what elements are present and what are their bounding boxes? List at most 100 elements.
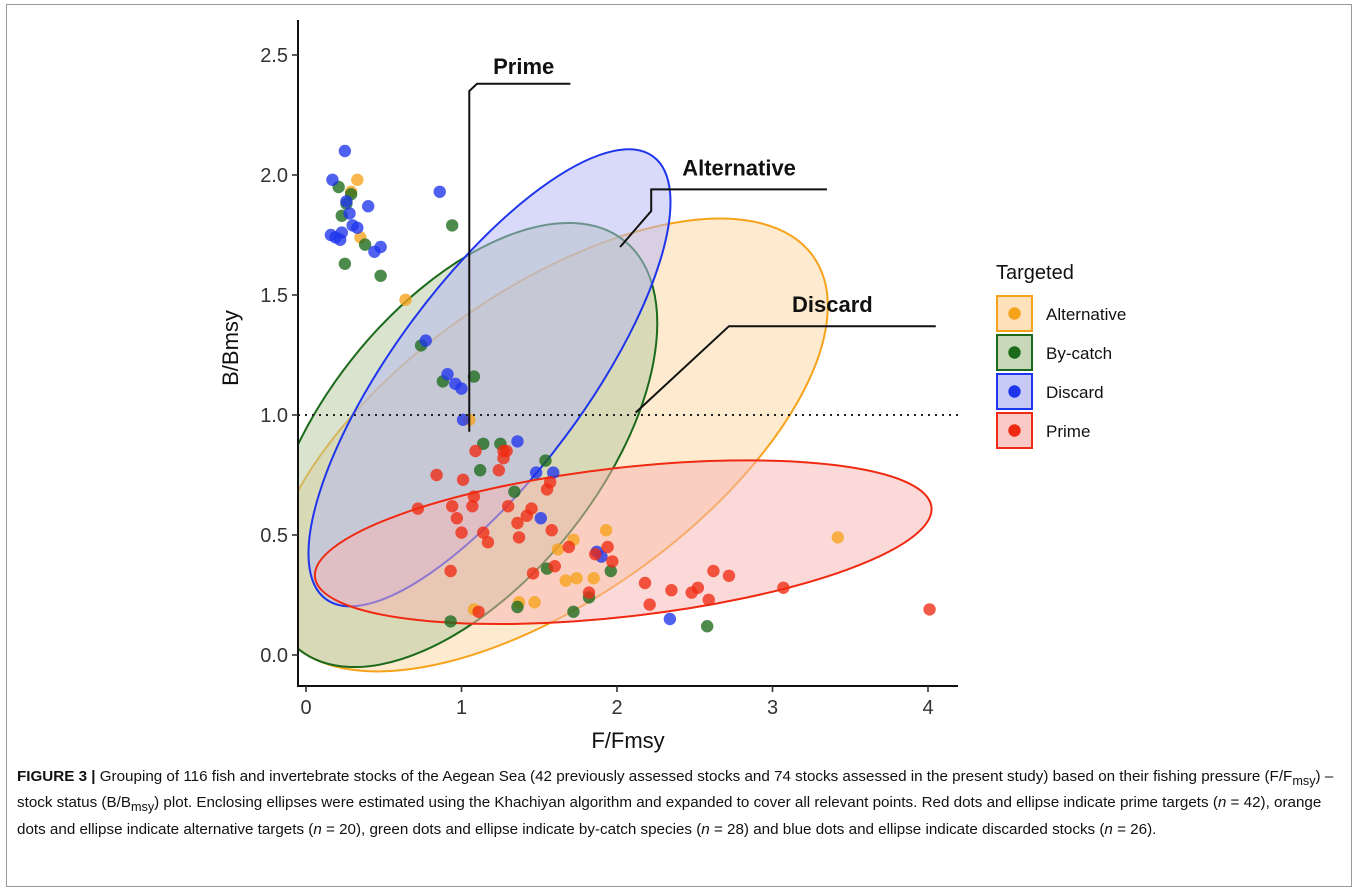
point-alternative xyxy=(587,572,600,585)
point-prime xyxy=(430,468,443,482)
point-discard xyxy=(456,413,470,426)
point-prime xyxy=(456,473,470,486)
point-by-catch xyxy=(477,437,490,450)
point-prime xyxy=(472,605,485,618)
point-discard xyxy=(343,207,356,220)
legend-title: Targeted xyxy=(996,262,1074,284)
point-prime xyxy=(467,490,481,503)
point-prime xyxy=(455,526,468,539)
point-prime xyxy=(548,560,561,573)
point-prime xyxy=(526,567,540,580)
annotation-leader-discard xyxy=(634,325,936,414)
point-alternative xyxy=(599,524,613,537)
point-discard xyxy=(433,185,446,198)
caption-subscript-msy-2: msy xyxy=(130,800,155,815)
axes-layer: 0 1 2 3 4 0.0 0.5 1.0 1.5 2.0 2.5 xyxy=(260,20,958,719)
point-discard xyxy=(334,233,347,246)
point-prime xyxy=(777,581,790,594)
point-discard xyxy=(455,382,468,395)
ellipses-layer xyxy=(298,148,933,673)
point-prime xyxy=(707,564,720,578)
legend: Targeted Alternative By-catch Discard Prime xyxy=(996,262,1126,449)
point-discard xyxy=(441,368,454,381)
caption-text-3: ) plot. Enclosing ellipses were estimate… xyxy=(154,794,1218,812)
point-by-catch xyxy=(604,564,617,578)
legend-dot-discard xyxy=(1008,385,1021,398)
point-alternative xyxy=(351,173,364,186)
x-tick-label: 1 xyxy=(456,697,467,719)
x-tick-label: 2 xyxy=(611,697,622,719)
point-by-catch xyxy=(338,257,352,270)
point-alternative xyxy=(551,543,565,556)
point-prime xyxy=(500,444,513,458)
point-prime xyxy=(643,598,656,611)
point-alternative xyxy=(528,596,541,609)
point-prime xyxy=(545,524,558,537)
point-alternative xyxy=(831,531,845,544)
point-by-catch xyxy=(444,615,457,628)
annotation-leader-prime xyxy=(468,82,571,432)
point-discard xyxy=(534,512,548,525)
y-tick-label: 1.0 xyxy=(260,405,288,427)
point-discard xyxy=(529,466,543,479)
legend-dot-by-catch xyxy=(1008,346,1021,359)
point-discard xyxy=(547,466,560,479)
legend-label-by-catch: By-catch xyxy=(1046,344,1112,363)
figure-caption: FIGURE 3 | Grouping of 116 fish and inve… xyxy=(17,766,1342,841)
annotation-label-alternative: Alternative xyxy=(682,155,796,180)
point-by-catch xyxy=(445,219,459,232)
legend-label-discard: Discard xyxy=(1046,383,1104,402)
point-prime xyxy=(445,500,459,513)
point-by-catch xyxy=(358,238,372,251)
point-prime xyxy=(589,548,602,561)
point-by-catch xyxy=(508,485,521,498)
annotation-label-discard: Discard xyxy=(792,292,873,317)
point-prime xyxy=(520,509,534,522)
caption-n-symbol-2: n xyxy=(313,820,322,838)
point-discard xyxy=(511,435,524,448)
caption-n-symbol-3: n xyxy=(701,820,710,838)
y-tick-label: 1.5 xyxy=(260,285,288,307)
point-prime xyxy=(722,569,736,582)
point-alternative xyxy=(559,574,572,587)
legend-label-alternative: Alternative xyxy=(1046,305,1126,324)
ellipse-discard xyxy=(307,148,672,608)
legend-dot-alternative xyxy=(1008,307,1021,320)
point-prime xyxy=(606,555,619,568)
point-prime xyxy=(411,502,425,515)
legend-dot-prime xyxy=(1008,424,1021,437)
point-prime xyxy=(702,593,715,606)
point-by-catch xyxy=(567,605,580,618)
caption-n-symbol-4: n xyxy=(1104,820,1113,838)
point-prime xyxy=(481,536,495,549)
point-prime xyxy=(512,531,526,544)
annotation-label-prime: Prime xyxy=(493,54,554,79)
point-prime xyxy=(685,586,698,599)
caption-label: FIGURE 3 | xyxy=(17,768,96,785)
point-discard xyxy=(663,612,677,626)
caption-n-symbol-1: n xyxy=(1217,794,1227,812)
point-discard xyxy=(326,173,339,186)
point-by-catch xyxy=(700,620,714,633)
point-by-catch xyxy=(467,370,481,383)
point-prime xyxy=(450,512,464,525)
point-discard xyxy=(368,245,381,258)
legend-label-prime: Prime xyxy=(1046,422,1090,441)
point-prime xyxy=(511,516,524,530)
point-by-catch xyxy=(511,600,524,614)
point-discard xyxy=(351,221,364,234)
point-prime xyxy=(582,586,596,599)
point-prime xyxy=(469,444,482,458)
point-by-catch xyxy=(473,464,487,477)
annotation-layer: Prime Alternative Discard xyxy=(468,54,936,432)
point-discard xyxy=(362,200,375,213)
points-layer xyxy=(324,144,936,633)
caption-text-7: = 26). xyxy=(1112,820,1157,838)
y-tick-label: 2.5 xyxy=(260,45,288,67)
point-discard xyxy=(338,144,352,158)
point-prime xyxy=(543,476,557,489)
point-prime xyxy=(477,526,490,539)
annotation-leader-alternative xyxy=(619,188,827,248)
caption-text-2: ) – stock status (B/B xyxy=(17,768,1334,812)
point-alternative xyxy=(570,572,583,585)
